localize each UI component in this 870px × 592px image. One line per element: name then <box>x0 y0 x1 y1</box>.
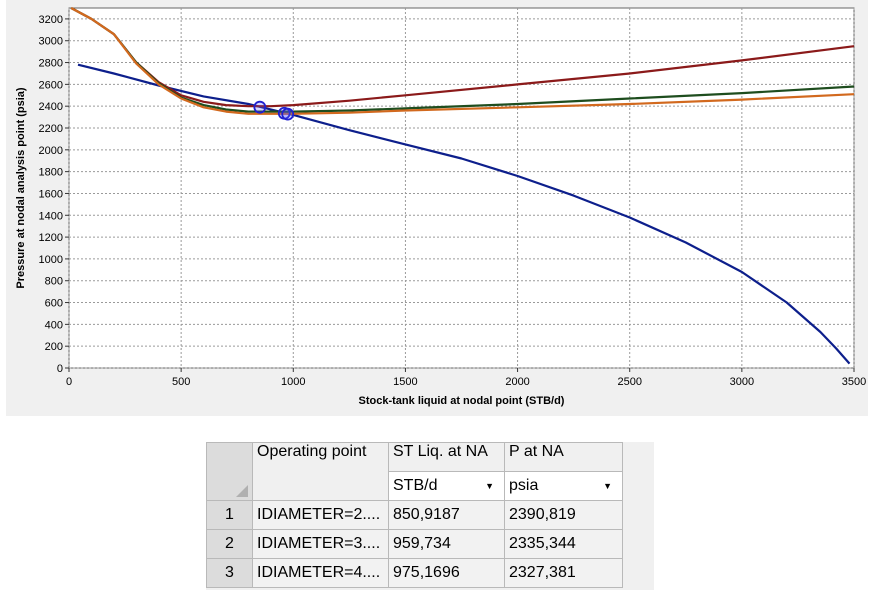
chevron-down-icon: ▼ <box>485 481 494 491</box>
nodal-analysis-chart: 0 500 1000 1500 2000 2500 3000 3500 0 200 400 600 80… <box>15 7 867 407</box>
table-row[interactable]: 3 IDIAMETER=4.... 975,1696 2327,381 <box>206 558 623 588</box>
series-line-1 <box>77 63 851 365</box>
y-tick-label: 2600 <box>39 79 63 91</box>
operating-points <box>253 100 295 121</box>
row-number[interactable]: 3 <box>206 558 253 588</box>
y-tick-label: 2000 <box>39 145 63 157</box>
column-header-p-at-na[interactable]: P at NA <box>504 442 623 472</box>
axis-ticks: 0 500 1000 1500 2000 2500 3000 3500 0 200 400 600 80… <box>39 14 867 388</box>
st-liq-value[interactable]: 975,1696 <box>388 558 505 588</box>
x-tick-label: 2000 <box>505 376 529 388</box>
plot-area <box>68 7 855 369</box>
x-tick-label: 2500 <box>617 376 641 388</box>
table-row[interactable]: 2 IDIAMETER=3.... 959,734 2335,344 <box>206 529 623 559</box>
operating-points-table: Operating point ST Liq. at NA P at NA ST… <box>206 442 623 588</box>
p-value[interactable]: 2327,381 <box>504 558 623 588</box>
x-tick-label: 1500 <box>393 376 417 388</box>
column-header-st-liq[interactable]: ST Liq. at NA <box>388 442 505 472</box>
p-value[interactable]: 2390,819 <box>504 500 623 530</box>
y-tick-label: 400 <box>45 319 63 331</box>
st-liq-unit-value: STB/d <box>393 477 438 494</box>
y-tick-label: 200 <box>45 341 63 353</box>
y-axis-title: Pressure at nodal analysis point (psia) <box>15 87 27 288</box>
x-tick-label: 1000 <box>281 376 305 388</box>
series-lines <box>70 7 855 365</box>
x-tick-label: 500 <box>172 376 190 388</box>
y-tick-label: 1000 <box>39 254 63 266</box>
select-all-icon <box>236 485 248 497</box>
series-line-4 <box>70 7 855 115</box>
st-liq-value[interactable]: 959,734 <box>388 529 505 559</box>
p-value[interactable]: 2335,344 <box>504 529 623 559</box>
y-tick-label: 1200 <box>39 232 63 244</box>
nodal-analysis-chart-panel: 0 500 1000 1500 2000 2500 3000 3500 0 200 400 600 80… <box>6 0 868 416</box>
operating-point-marker-3 <box>281 107 295 121</box>
operating-point-name[interactable]: IDIAMETER=3.... <box>252 529 389 559</box>
operating-point-name[interactable]: IDIAMETER=4.... <box>252 558 389 588</box>
operating-point-marker-1 <box>253 100 267 114</box>
y-tick-label: 600 <box>45 298 63 310</box>
y-tick-label: 1400 <box>39 210 63 222</box>
p-unit-value: psia <box>509 477 539 494</box>
y-tick-label: 3200 <box>39 14 63 26</box>
x-tick-label: 3000 <box>730 376 754 388</box>
st-liq-value[interactable]: 850,9187 <box>388 500 505 530</box>
st-liq-unit-select[interactable]: STB/d ▼ <box>388 471 505 501</box>
y-tick-label: 2200 <box>39 123 63 135</box>
row-number[interactable]: 1 <box>206 500 253 530</box>
y-tick-label: 2800 <box>39 58 63 70</box>
x-tick-label: 3500 <box>842 376 866 388</box>
operating-point-name[interactable]: IDIAMETER=2.... <box>252 500 389 530</box>
y-tick-label: 0 <box>57 363 63 375</box>
row-number[interactable]: 2 <box>206 529 253 559</box>
x-axis-title: Stock-tank liquid at nodal point (STB/d) <box>359 395 565 407</box>
chevron-down-icon: ▼ <box>603 481 612 491</box>
y-tick-label: 2400 <box>39 101 63 113</box>
y-tick-label: 1600 <box>39 188 63 200</box>
column-header-operating-point[interactable]: Operating point <box>252 442 389 501</box>
x-tick-label: 0 <box>66 376 72 388</box>
table-corner[interactable] <box>206 442 253 501</box>
y-tick-label: 800 <box>45 276 63 288</box>
y-tick-label: 3000 <box>39 36 63 48</box>
y-tick-label: 1800 <box>39 167 63 179</box>
table-row[interactable]: 1 IDIAMETER=2.... 850,9187 2390,819 <box>206 500 623 530</box>
p-unit-select[interactable]: psia ▼ <box>504 471 623 501</box>
operating-points-table-panel: Operating point ST Liq. at NA P at NA ST… <box>206 442 654 590</box>
